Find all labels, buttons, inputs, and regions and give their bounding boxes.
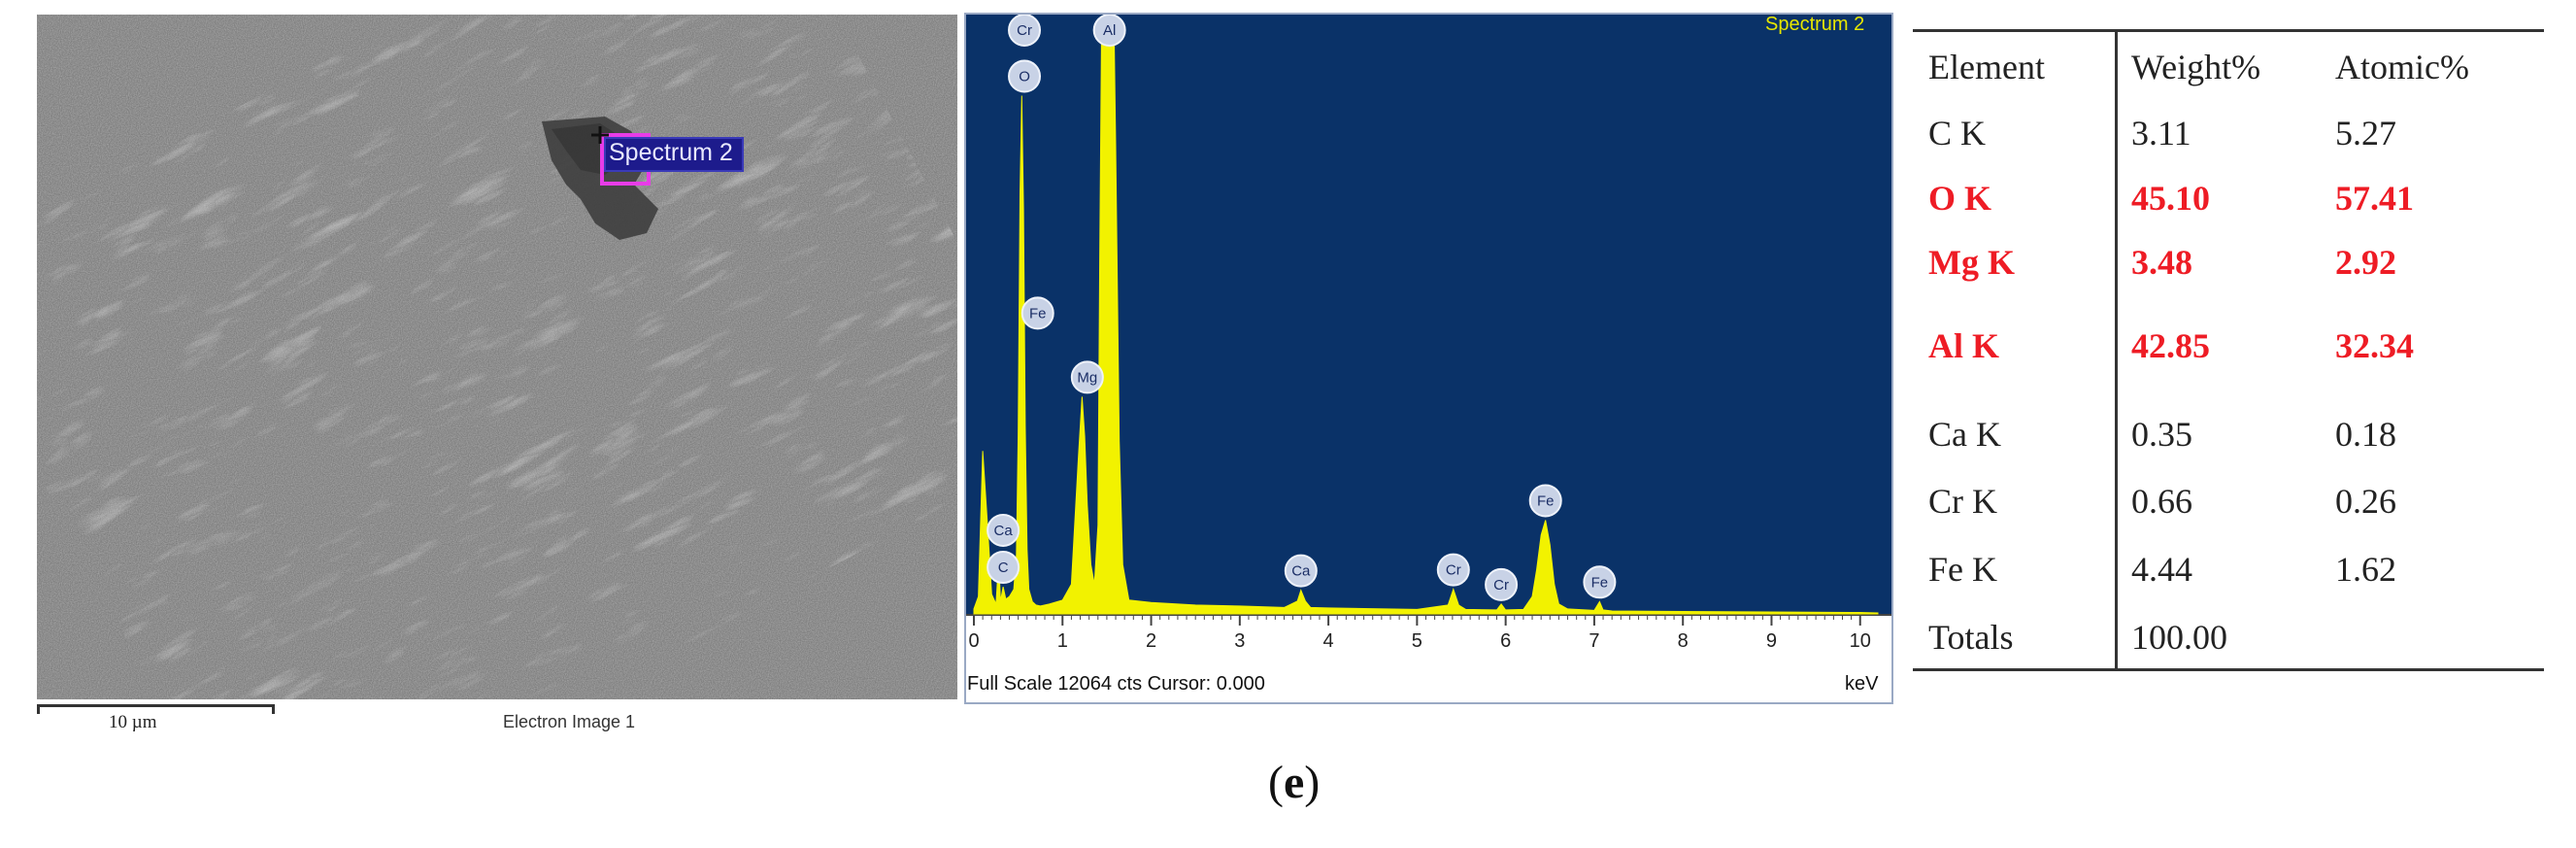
- peak-labels: Cr O Al Fe Mg Ca C Ca Cr Cr Fe Fe: [987, 15, 1617, 601]
- peak-label: Ca: [994, 523, 1014, 539]
- x-tick-label: 8: [1678, 630, 1689, 652]
- scale-bar: [37, 704, 275, 714]
- row-element: C K: [1928, 114, 1987, 153]
- peak-label: Cr: [1493, 577, 1509, 594]
- row-atomic: 0.26: [2335, 482, 2396, 521]
- header-atomic: Atomic%: [2335, 48, 2469, 86]
- x-tick-label: 10: [1850, 630, 1871, 652]
- row-weight: 42.85: [2131, 326, 2210, 365]
- figure-label: (e): [1268, 757, 1321, 808]
- peak-label: C: [998, 560, 1009, 576]
- x-tick-label: 1: [1057, 630, 1068, 652]
- row-weight: 4.44: [2131, 550, 2192, 589]
- peak-marker: [1583, 565, 1617, 599]
- row-atomic: 5.27: [2335, 114, 2396, 153]
- peak-marker: [1070, 360, 1104, 394]
- x-tick-label: 2: [1146, 630, 1156, 652]
- peak-label: Cr: [1446, 562, 1461, 579]
- eds-spectrum-chart: 0 1 2 3 4 5 6 7 8 9 10 Cr O Al Fe Mg Ca C Ca Cr Cr Fe Fe: [966, 15, 1891, 652]
- sem-texture: [37, 15, 957, 699]
- peak-label: Al: [1103, 22, 1116, 39]
- scale-bar-label: 10 µm: [109, 712, 157, 732]
- totals-weight: 100.00: [2131, 618, 2227, 657]
- x-axis: 0 1 2 3 4 5 6 7 8 9 10: [966, 614, 1891, 652]
- row-element: Fe K: [1928, 550, 1997, 589]
- x-axis-unit: keV: [1845, 673, 1879, 695]
- row-element: O K: [1928, 179, 1992, 218]
- peak-label: Fe: [1591, 574, 1609, 591]
- row-atomic: 32.34: [2335, 326, 2414, 365]
- peak-marker: [1284, 554, 1318, 588]
- row-weight: 45.10: [2131, 179, 2210, 218]
- row-weight: 0.66: [2131, 482, 2192, 521]
- row-weight: 3.11: [2131, 114, 2191, 153]
- peak-marker: [987, 513, 1020, 547]
- row-atomic: 2.92: [2335, 243, 2396, 282]
- x-tick-label: 7: [1589, 630, 1599, 652]
- peak-marker: [1436, 553, 1470, 587]
- header-element: Element: [1928, 48, 2045, 86]
- table-top-rule: [1913, 29, 2544, 32]
- spectrum-label-box: [604, 137, 744, 172]
- row-element: Ca K: [1928, 415, 2001, 454]
- peak-marker: [1528, 484, 1562, 518]
- row-weight: 3.48: [2131, 243, 2192, 282]
- peak-marker: [987, 551, 1020, 585]
- peak-marker: [1485, 567, 1519, 601]
- x-tick-label: 6: [1500, 630, 1511, 652]
- totals-label: Totals: [1928, 618, 2014, 657]
- crosshair-icon: [591, 126, 609, 144]
- row-weight: 0.35: [2131, 415, 2192, 454]
- header-weight: Weight%: [2131, 48, 2261, 86]
- peak-label: Cr: [1017, 22, 1032, 39]
- peak-marker: [1008, 15, 1042, 47]
- peak-marker: [1092, 15, 1126, 47]
- sem-micrograph: Spectrum 2: [37, 15, 957, 699]
- peak-label: Ca: [1291, 563, 1311, 580]
- peak-label: Fe: [1029, 305, 1047, 322]
- row-atomic: 0.18: [2335, 415, 2396, 454]
- x-tick-label: 9: [1766, 630, 1777, 652]
- row-element: Cr K: [1928, 482, 1997, 521]
- peak-label: O: [1019, 68, 1030, 85]
- sem-caption: Electron Image 1: [503, 712, 636, 731]
- spectrum-label: Spectrum 2: [609, 139, 733, 166]
- x-tick-label: 5: [1412, 630, 1422, 652]
- row-element: Al K: [1928, 326, 2000, 365]
- x-tick-label: 3: [1234, 630, 1245, 652]
- table-column-rule: [2115, 32, 2118, 668]
- x-tick-label: 4: [1323, 630, 1334, 652]
- table-bottom-rule: [1913, 668, 2544, 671]
- peak-marker: [1008, 59, 1042, 93]
- peak-label: Fe: [1537, 492, 1555, 509]
- spectrum-footer: Full Scale 12064 cts Cursor: 0.000: [967, 673, 1265, 695]
- row-atomic: 57.41: [2335, 179, 2414, 218]
- x-tick-label: 0: [968, 630, 979, 652]
- peak-label: Mg: [1077, 369, 1097, 386]
- peak-marker: [1020, 296, 1054, 330]
- row-atomic: 1.62: [2335, 550, 2396, 589]
- spectrum-title: Spectrum 2: [1765, 14, 1865, 35]
- row-element: Mg K: [1928, 243, 2015, 282]
